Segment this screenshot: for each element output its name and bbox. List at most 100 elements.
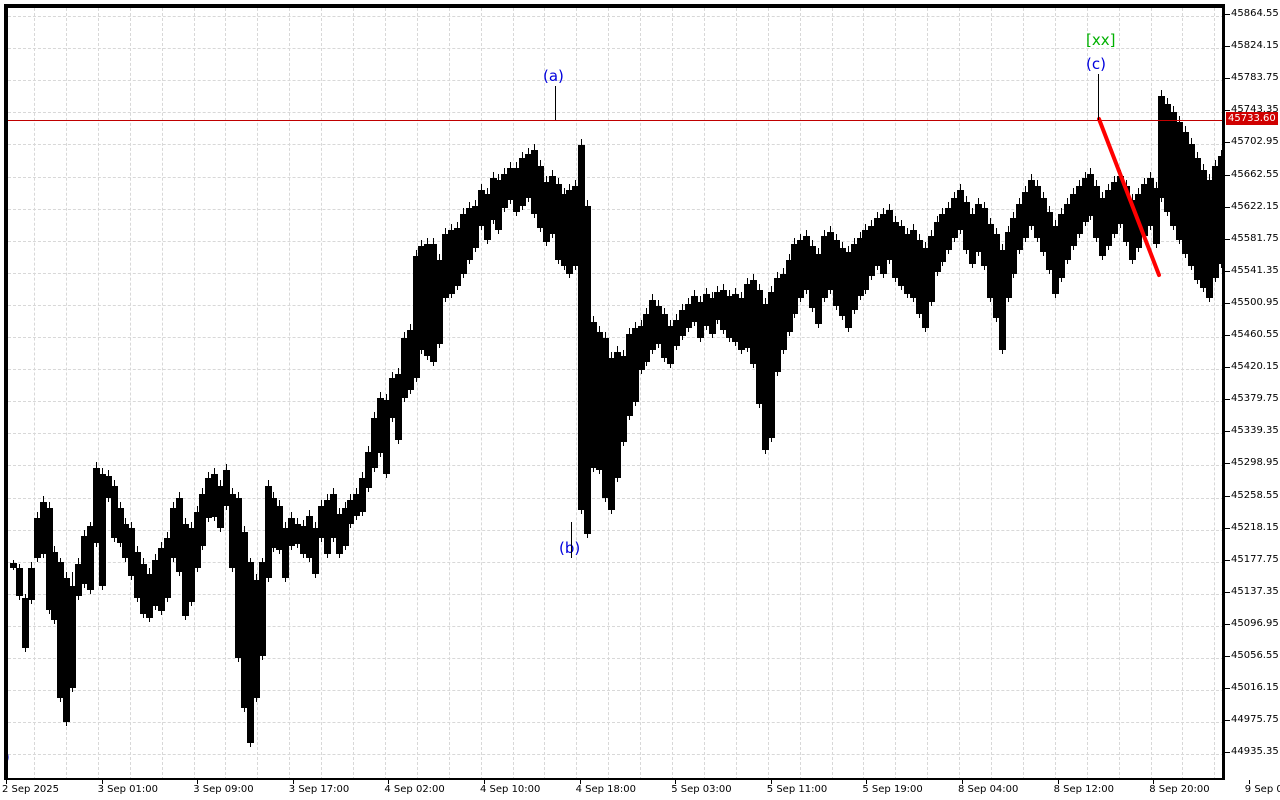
gridline-horizontal [8, 112, 1224, 114]
time-axis-line [6, 778, 1222, 780]
time-tick-label: 4 Sep 10:00 [480, 784, 541, 795]
time-tick [6, 780, 7, 784]
gridline-vertical [703, 8, 705, 780]
gridline-horizontal [8, 625, 1224, 627]
gridline-horizontal [8, 48, 1224, 50]
wave-label-stem [1098, 74, 1099, 120]
price-tick [1225, 238, 1230, 240]
price-tick [1225, 656, 1230, 657]
gridline-vertical [129, 8, 131, 780]
wave-label-stem [555, 86, 556, 120]
price-tick [1225, 367, 1230, 369]
gridline-vertical [193, 8, 195, 780]
candle-body [217, 486, 225, 528]
price-tick [1225, 752, 1230, 754]
price-tick-label: 45702.95 [1231, 136, 1279, 148]
price-tick-label: 45258.55 [1231, 489, 1279, 501]
candle-body [15, 568, 23, 596]
price-tick-label: 45622.15 [1231, 200, 1279, 212]
price-tick [1225, 46, 1230, 48]
price-tick-label: 45218.15 [1231, 521, 1279, 533]
gridline-vertical [448, 8, 450, 780]
price-tick-label: 45581.75 [1231, 232, 1279, 244]
time-scale[interactable]: 2 Sep 2025 3 Sep 01:00 3 Sep 09:00 3 Sep 17… [0, 780, 1280, 800]
time-tick-label: 3 Sep 17:00 [288, 784, 350, 795]
gridline-vertical [65, 8, 67, 780]
clipped-green-label: ] [8, 768, 9, 780]
candle-body [394, 374, 402, 440]
price-tick-label: 45420.15 [1231, 361, 1279, 373]
candle-body [199, 494, 207, 546]
gridline-horizontal [8, 240, 1224, 242]
current-price-badge: 45733.60 [1226, 112, 1278, 126]
time-tick [197, 780, 199, 784]
price-tick [1225, 688, 1230, 690]
gridline-vertical [512, 8, 514, 780]
gridline-vertical [257, 8, 259, 780]
price-tick-label: 45056.55 [1231, 650, 1279, 661]
candle-body [311, 528, 319, 574]
gridline-vertical [289, 8, 291, 780]
plot-area[interactable]: (a) (b) (c) [xx] ) ] [6, 6, 1224, 780]
price-tick-label: 45824.15 [1231, 40, 1279, 52]
price-tick-label: 44975.75 [1231, 714, 1279, 726]
gridline-vertical [576, 8, 578, 780]
price-tick [1225, 174, 1230, 176]
gridline-vertical [1150, 8, 1152, 780]
gridline-vertical [831, 8, 833, 780]
time-tick-label: 8 Sep 20:00 [1149, 784, 1210, 795]
gridline-horizontal [8, 722, 1224, 724]
time-tick [101, 780, 103, 784]
price-tick-label: 45016.15 [1231, 682, 1279, 694]
price-tick [1225, 142, 1230, 144]
candle-body [98, 474, 106, 586]
price-tick [1225, 463, 1230, 465]
price-tick [1225, 591, 1230, 593]
candle-body [282, 528, 290, 578]
time-tick [484, 780, 485, 784]
time-tick-label: 5 Sep 11:00 [766, 784, 828, 795]
time-tick [292, 780, 294, 784]
gridline-vertical [353, 8, 354, 780]
gridline-vertical [959, 8, 961, 780]
frame-top-border [4, 4, 1224, 6]
price-tick [1225, 302, 1230, 304]
candle-body [998, 250, 1006, 350]
time-tick [579, 780, 581, 784]
gridline-vertical [927, 8, 929, 780]
current-price-line [8, 120, 1224, 122]
time-tick [675, 780, 677, 784]
gridline-vertical [895, 8, 897, 780]
time-tick [866, 780, 868, 784]
gridline-vertical [34, 8, 35, 780]
candle-body [471, 206, 479, 248]
price-tick [1225, 559, 1230, 561]
price-tick [1225, 206, 1230, 208]
price-axis-line [1222, 4, 1225, 780]
candle-body [21, 598, 29, 648]
price-tick-label: 45096.95 [1231, 617, 1279, 629]
gridline-vertical [225, 8, 227, 780]
price-tick [1225, 110, 1230, 112]
gridline-vertical [480, 8, 482, 780]
gridline-horizontal [8, 16, 1224, 17]
gridline-vertical [161, 8, 163, 780]
price-tick-label: 45379.75 [1231, 393, 1279, 405]
time-tick-label: 2 Sep 2025 [2, 784, 60, 795]
gridline-vertical [991, 8, 992, 780]
gridline-horizontal [8, 593, 1224, 595]
time-tick-label: 8 Sep 04:00 [958, 784, 1019, 795]
candle-body [436, 260, 444, 344]
gridline-vertical [321, 8, 323, 780]
candle-body [86, 526, 94, 590]
time-tick-label: 5 Sep 19:00 [862, 784, 923, 795]
price-tick-label: 45177.75 [1231, 553, 1279, 565]
time-tick-label: 4 Sep 18:00 [575, 784, 636, 795]
gridline-horizontal [8, 337, 1224, 338]
candle-body [341, 508, 349, 546]
gridline-horizontal [8, 690, 1224, 692]
wave-label-stem [571, 522, 572, 558]
gridline-vertical [1118, 8, 1120, 780]
price-scale[interactable]: 45864.55 45824.15 45783.75 45743.35 45702.95… [1225, 0, 1280, 800]
